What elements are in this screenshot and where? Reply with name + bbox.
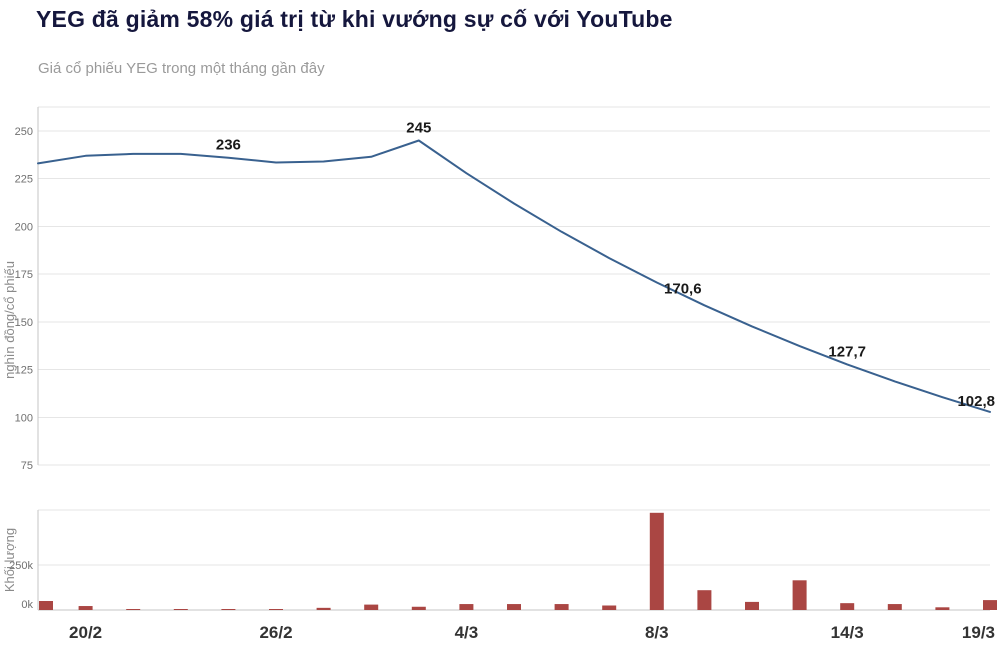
volume-bar [78, 606, 93, 610]
price-annotation: 127,7 [828, 343, 866, 360]
volume-bar [745, 601, 759, 610]
volume-bar [221, 609, 236, 610]
price-axis-title: nghìn đồng/cổ phiếu [2, 261, 17, 379]
volume-axis-tick-label: 0k [21, 599, 33, 611]
price-axis-tick-label: 175 [15, 269, 33, 281]
volume-bar [649, 512, 664, 610]
price-axis-tick-label: 100 [15, 412, 33, 424]
x-axis-label: 20/2 [69, 623, 102, 642]
volume-bar [602, 605, 617, 610]
volume-bar [173, 609, 188, 610]
price-line [37, 139, 991, 413]
volume-bar [316, 607, 331, 610]
volume-bar [697, 590, 712, 610]
volume-bar [411, 606, 426, 610]
price-axis-tick-label: 125 [15, 365, 33, 377]
volume-bar [507, 604, 521, 610]
volume-bar [887, 604, 902, 610]
price-annotation: 236 [216, 137, 241, 154]
volume-bar [840, 603, 855, 610]
volume-axis-tick-label: 250k [9, 560, 33, 572]
price-axis-tick-label: 200 [15, 221, 33, 233]
volume-bar [126, 609, 141, 610]
x-axis-label: 26/2 [259, 623, 292, 642]
volume-axis-title: Khối lượng [2, 528, 17, 592]
chart-title: YEG đã giảm 58% giá trị từ khi vướng sự … [36, 6, 673, 32]
volume-bar [792, 580, 807, 610]
volume-bar [459, 604, 474, 610]
price-annotation: 245 [406, 120, 431, 137]
volume-bar [39, 601, 53, 610]
x-axis-label: 19/3 [962, 623, 995, 642]
price-axis-tick-label: 75 [21, 460, 33, 472]
x-axis-label: 4/3 [455, 623, 479, 642]
price-axis-tick-label: 250 [15, 126, 33, 138]
price-axis-tick-label: 225 [15, 174, 33, 186]
volume-bar [935, 607, 950, 610]
price-annotation: 102,8 [957, 393, 995, 410]
price-axis-tick-label: 150 [15, 317, 33, 329]
volume-bar [554, 604, 569, 610]
volume-bar [364, 604, 379, 610]
x-axis-label: 14/3 [831, 623, 864, 642]
x-axis-label: 8/3 [645, 623, 669, 642]
price-annotation: 170,6 [664, 281, 702, 298]
chart-subtitle: Giá cổ phiếu YEG trong một tháng gần đây [38, 60, 325, 77]
volume-bar [269, 609, 283, 610]
volume-bar [983, 600, 997, 610]
